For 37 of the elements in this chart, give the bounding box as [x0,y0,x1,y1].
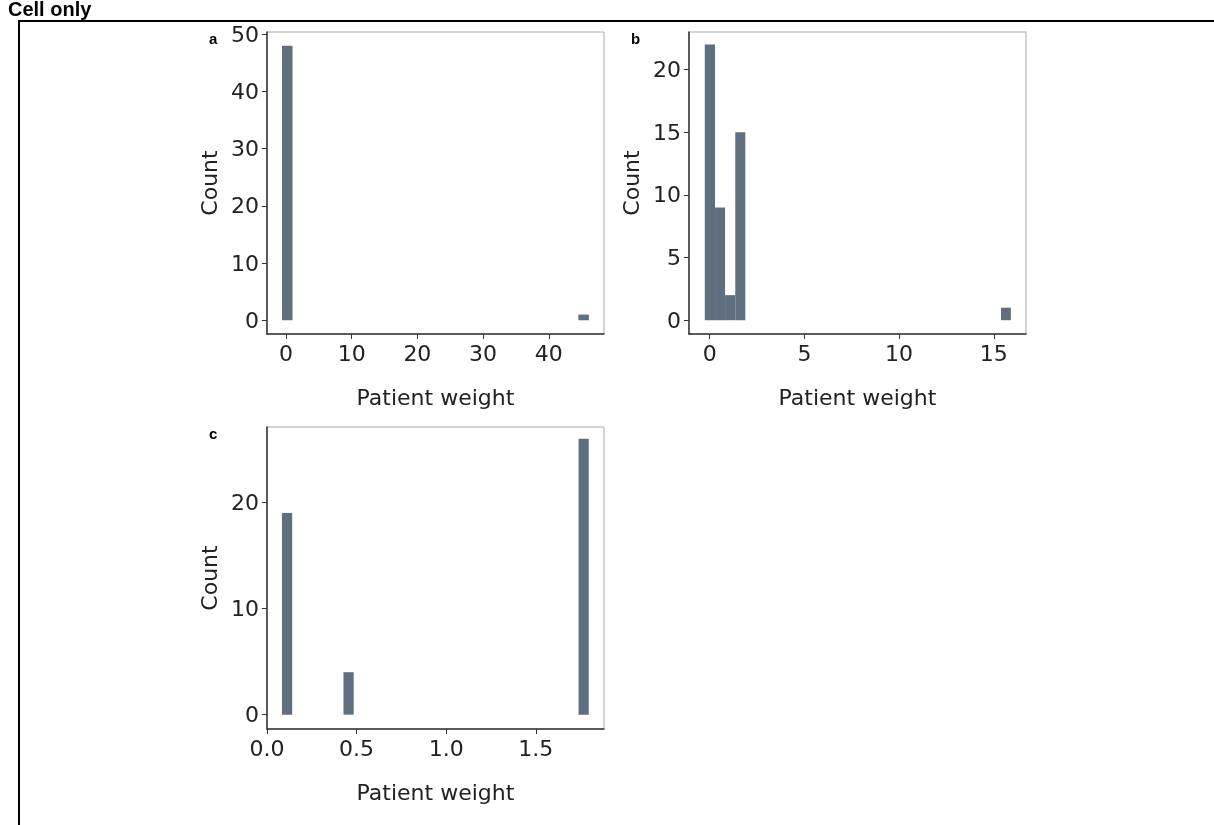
text: Cell only [8,0,92,20]
x-tick-label: 0.5 [339,735,375,761]
x-tick-label: 0 [278,340,293,366]
x-tick-label: 1.0 [428,735,464,761]
x-tick-label: 30 [469,340,498,366]
y-tick-label: 20 [652,57,681,83]
y-tick-label: 20 [230,193,259,219]
x-tick-label: 20 [403,340,432,366]
x-axis-title: Patient weight [778,384,937,410]
y-tick-label: 15 [652,119,681,145]
x-axis-title: Patient weight [356,384,515,410]
x-tick-label: 40 [534,340,563,366]
x-tick-label: 10 [885,340,914,366]
x-tick-label: 15 [979,340,1008,366]
x-tick-label: 10 [337,340,366,366]
y-tick-label: 5 [666,245,681,271]
y-tick-label: 0 [244,307,259,333]
y-tick-label: 0 [666,307,681,333]
x-axis-title: Patient weight [356,779,515,805]
y-tick-label: 10 [652,182,681,208]
chart-title: c [209,425,218,442]
chart-title: a [209,30,218,47]
y-axis-title: Count [618,149,644,216]
y-axis-title: Count [196,544,222,611]
chart-title: b [631,30,641,47]
y-tick-label: 10 [230,596,259,622]
x-tick-label: 5 [797,340,812,366]
y-axis-title: Count [196,149,222,216]
y-tick-label: 10 [230,250,259,276]
x-tick-label: 1.5 [518,735,554,761]
y-tick-label: 30 [230,136,259,162]
y-tick-label: 40 [230,78,259,104]
y-tick-label: 0 [244,702,259,728]
x-tick-label: 0 [702,340,717,366]
y-tick-label: 20 [230,489,259,515]
y-tick-label: 50 [230,21,259,47]
x-tick-label: 0.0 [249,735,285,761]
